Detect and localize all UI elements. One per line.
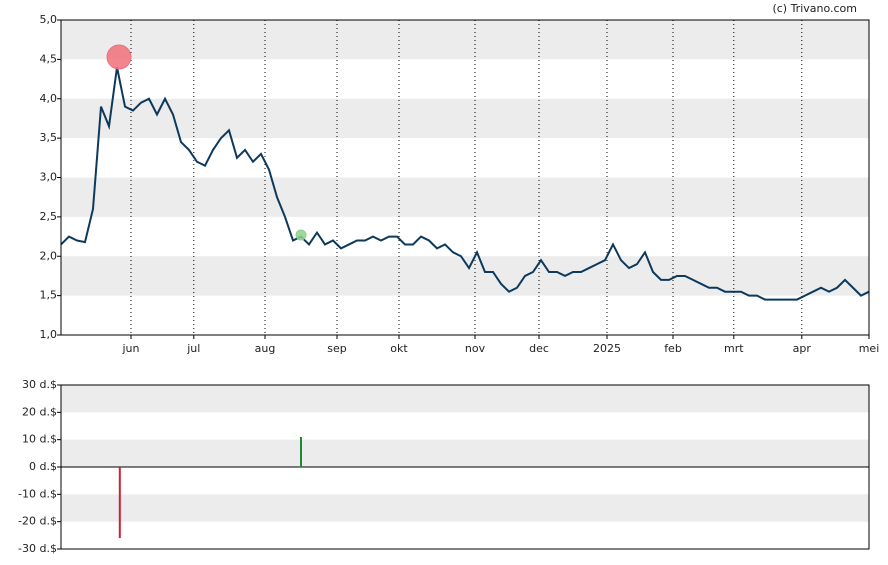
plot-frame <box>60 19 870 336</box>
y-tick-label: 20 d.$ <box>22 405 57 418</box>
y-tick-label: -20 d.$ <box>18 515 57 528</box>
y-tick-label: 10 d.$ <box>22 433 57 446</box>
band <box>61 98 869 139</box>
bar <box>118 467 121 539</box>
x-tick-label: jul <box>186 342 200 355</box>
y-tick-label: 5,0 <box>40 13 58 26</box>
x-tick-label: mei <box>859 342 880 355</box>
marker <box>295 229 307 241</box>
band <box>61 177 869 217</box>
y-tick-label: 4,0 <box>40 92 58 105</box>
y-tick-label: 2,0 <box>40 249 58 262</box>
y-tick-label: 3,5 <box>40 131 58 144</box>
y-tick-label: 1,5 <box>40 289 58 302</box>
x-tick-label: mrt <box>724 342 744 355</box>
x-tick-label: nov <box>465 342 486 355</box>
y-tick-label: 2,5 <box>40 210 58 223</box>
x-tick-label: jun <box>122 342 140 355</box>
x-tick-label: okt <box>390 342 408 355</box>
x-tick-label: sep <box>327 342 346 355</box>
x-tick-label: 2025 <box>593 342 621 355</box>
y-tick-label: 1,0 <box>40 328 58 341</box>
band <box>61 20 869 60</box>
plot-frame <box>60 384 870 550</box>
price-line <box>60 67 870 301</box>
y-tick-label: -10 d.$ <box>18 487 57 500</box>
y-tick-label: 3,0 <box>40 171 58 184</box>
y-tick-label: 30 d.$ <box>22 378 57 391</box>
x-tick-label: aug <box>255 342 276 355</box>
marker <box>106 44 132 70</box>
x-tick-label: apr <box>793 342 812 355</box>
band <box>61 385 869 413</box>
x-tick-label: dec <box>529 342 549 355</box>
y-tick-label: 0 d.$ <box>29 460 57 473</box>
band <box>61 494 869 522</box>
y-tick-label: 4,5 <box>40 52 58 65</box>
x-tick-label: feb <box>664 342 682 355</box>
bar <box>300 436 302 467</box>
y-tick-label: -30 d.$ <box>18 542 57 555</box>
credit: (c) Trivano.com <box>772 2 857 15</box>
band <box>61 439 869 467</box>
